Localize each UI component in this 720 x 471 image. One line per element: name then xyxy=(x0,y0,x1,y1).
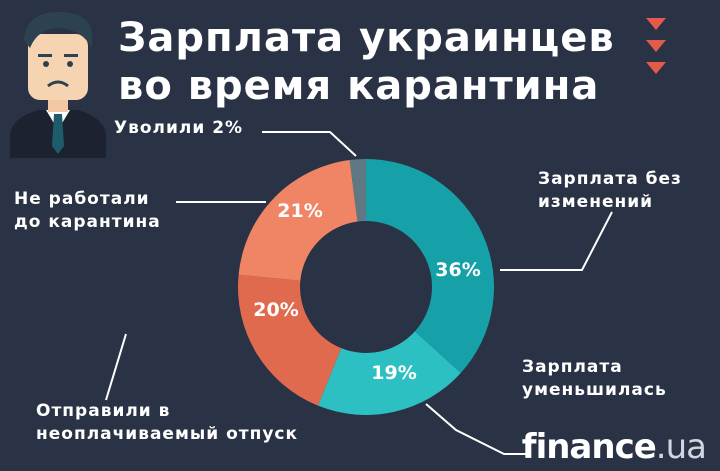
chart-title: Зарплата украинцев во время карантина xyxy=(118,14,638,110)
label-decreased: Зарплата уменьшилась xyxy=(522,357,667,400)
label-fired: Уволили 2% xyxy=(114,118,244,138)
data-label-decreased: 19% xyxy=(371,362,417,384)
title-line-1: Зарплата украинцев xyxy=(118,15,615,61)
donut-slice-2 xyxy=(238,274,342,406)
arrows-decoration xyxy=(646,18,666,84)
leader-line-unchanged xyxy=(500,211,613,271)
leader-line-fired xyxy=(262,131,357,157)
donut-slice-4 xyxy=(349,159,366,222)
donut-slice-3 xyxy=(238,160,358,281)
donut-slice-0 xyxy=(366,159,494,374)
data-label-unchanged: 36% xyxy=(435,259,481,281)
leader-line-unpaid xyxy=(105,333,127,401)
down-arrow-icon xyxy=(646,62,666,74)
label-unpaid: Отправили в неоплачиваемый отпуск xyxy=(36,401,299,444)
label-unchanged: Зарплата без изменений xyxy=(538,169,682,212)
title-line-2: во время карантина xyxy=(118,63,600,109)
data-label-unpaid: 20% xyxy=(253,299,299,321)
data-label-not-working: 21% xyxy=(277,200,323,222)
down-arrow-icon xyxy=(646,18,666,30)
donut-slice-1 xyxy=(317,331,461,415)
label-not-working: Не работали до карантина xyxy=(14,189,161,232)
brand-logo: finance.ua xyxy=(521,427,707,467)
down-arrow-icon xyxy=(646,40,666,52)
man-avatar-icon xyxy=(8,6,108,162)
leader-line-decreased xyxy=(425,403,530,455)
